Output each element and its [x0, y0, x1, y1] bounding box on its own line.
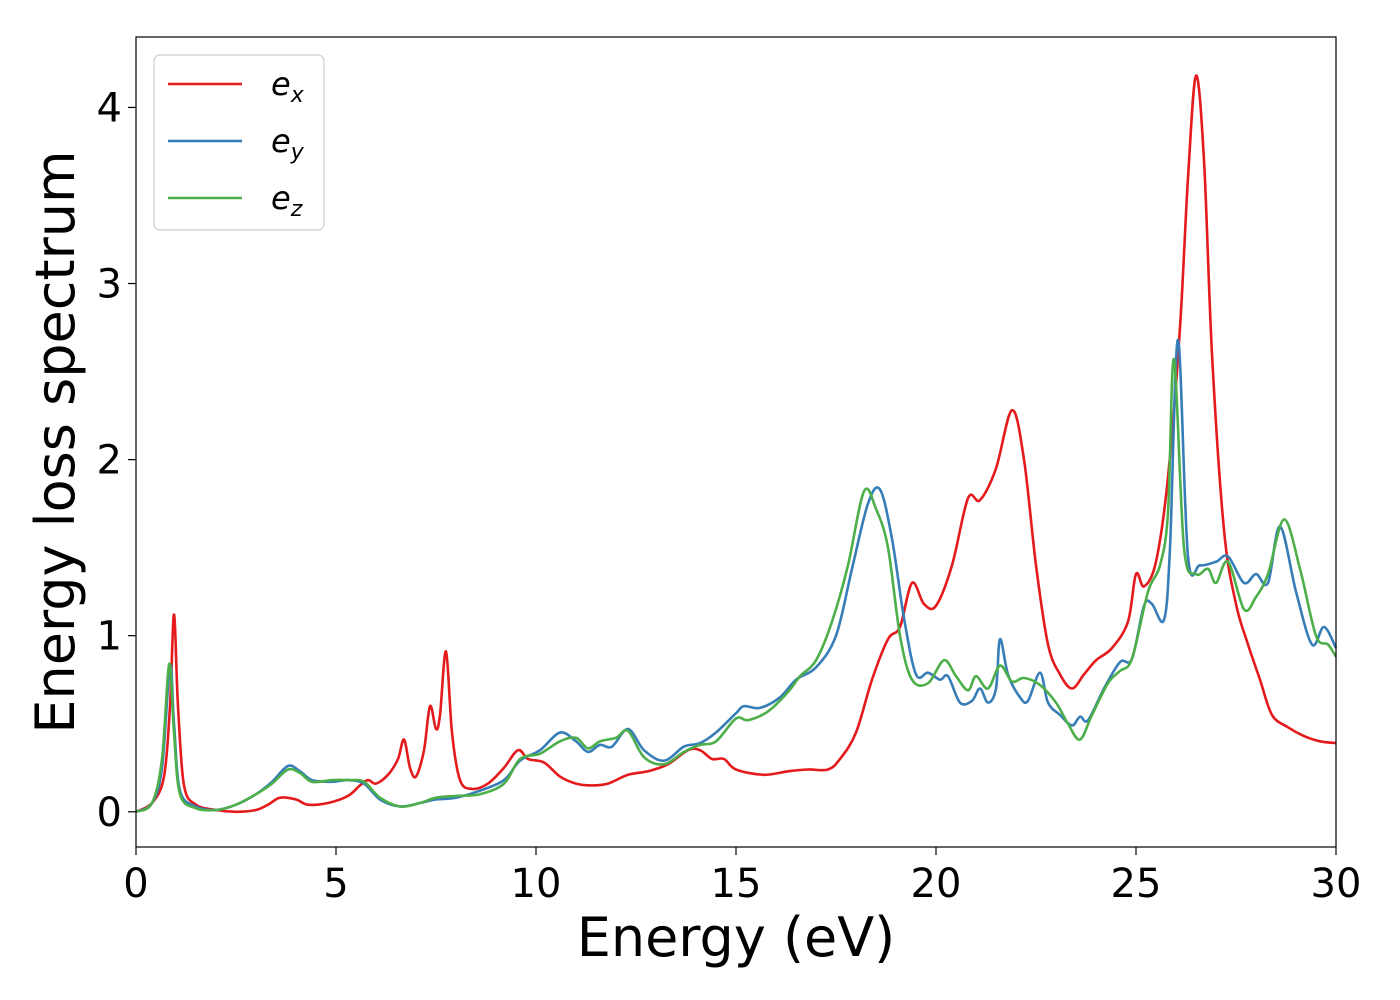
x-tick-label: 0	[123, 861, 148, 907]
x-tick-label: 5	[323, 861, 348, 907]
x-axis-ticks: 0 5 10 15 20 25 30	[123, 847, 1361, 907]
x-tick-label: 15	[711, 861, 762, 907]
x-axis-title: Energy (eV)	[577, 906, 896, 969]
legend: ex ey ez	[153, 54, 325, 231]
y-tick-label: 2	[97, 438, 122, 484]
y-tick-label: 3	[97, 262, 122, 308]
y-axis-ticks: 0 1 2 3 4	[97, 85, 136, 836]
legend-label-e-z: ez	[271, 179, 303, 222]
legend-label-e-x: ex	[271, 65, 305, 108]
x-tick-label: 10	[511, 861, 562, 907]
y-tick-label: 0	[97, 790, 122, 836]
x-tick-label: 25	[1111, 861, 1162, 907]
series-layer	[135, 74, 1338, 814]
legend-label-e-y: ey	[271, 122, 305, 165]
y-tick-label: 4	[97, 85, 122, 131]
x-tick-label: 30	[1311, 861, 1362, 907]
legend-box	[153, 54, 325, 231]
series-line-e-z	[135, 357, 1338, 814]
y-axis-title: Energy loss spectrum	[24, 150, 87, 733]
x-tick-label: 20	[911, 861, 962, 907]
y-tick-label: 1	[97, 614, 122, 660]
